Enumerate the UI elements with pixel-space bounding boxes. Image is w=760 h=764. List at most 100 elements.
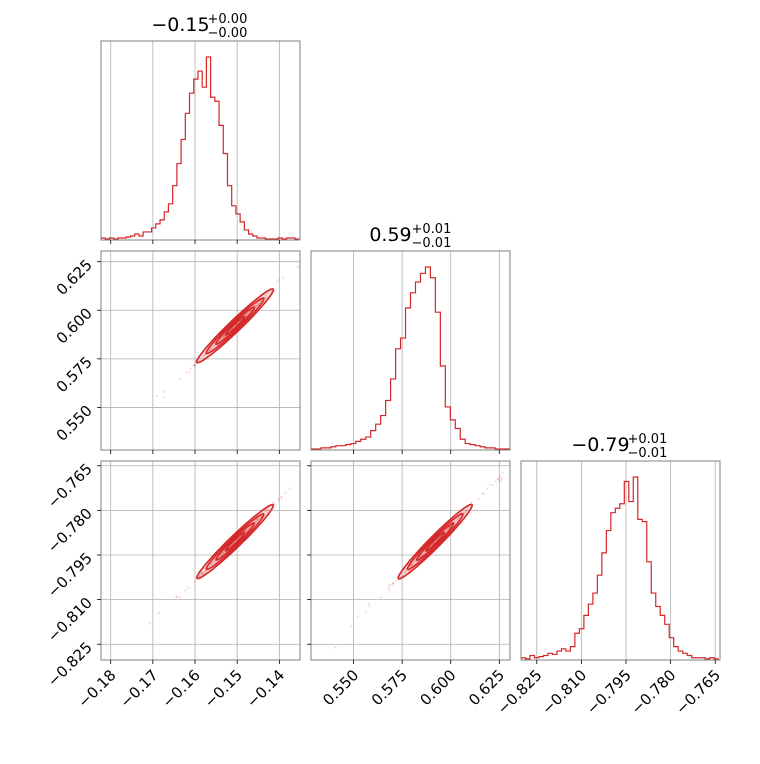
scatter-point <box>209 348 212 351</box>
x-tick-label: −0.15 <box>201 666 246 711</box>
scatter-point <box>244 530 247 533</box>
contour-level <box>406 512 464 571</box>
scatter-point <box>281 276 284 279</box>
scatter-point <box>395 579 398 582</box>
scatter-point <box>296 265 300 268</box>
hist-frame <box>310 250 511 451</box>
scatter-point <box>501 471 504 474</box>
hist-frame <box>100 40 301 241</box>
y-tick-label: 0.600 <box>53 304 96 347</box>
scatter-point <box>463 512 466 515</box>
scatter-point <box>496 477 499 481</box>
hist-panel-3: −0.79+0.01−0.01 <box>520 432 721 664</box>
hist-title-plus: +0.01 <box>628 432 668 447</box>
scatter-point <box>498 479 501 482</box>
hist-title-minus: −0.01 <box>628 446 668 461</box>
scatter-point <box>198 573 201 576</box>
contour-level <box>205 513 265 571</box>
scatter-point <box>481 492 484 495</box>
scatter-point <box>404 570 407 573</box>
scatter-point <box>203 572 206 575</box>
scatter-point <box>284 491 287 495</box>
scatter-point <box>280 495 283 498</box>
scatter-point <box>193 364 196 367</box>
scatter-point <box>392 581 395 585</box>
scatter-point <box>189 367 192 370</box>
y-tick-label: −0.810 <box>44 594 96 646</box>
x-tick-label: −0.810 <box>538 666 590 718</box>
scatter-point <box>162 390 165 393</box>
scatter-point <box>470 501 473 504</box>
scatter-point <box>482 493 485 496</box>
scatter-point <box>198 575 201 578</box>
x-tick-label: −0.17 <box>116 666 161 711</box>
y-tick-label: 0.575 <box>53 353 96 396</box>
y-tick-label: −0.765 <box>44 460 96 512</box>
contour-level <box>195 503 275 580</box>
x-tick-label: −0.16 <box>159 666 204 711</box>
scatter-point <box>259 515 262 518</box>
joint-panel-2-3 <box>307 460 511 664</box>
scatter-point <box>222 335 225 338</box>
hist-title-minus: −0.01 <box>412 236 452 251</box>
scatter-point <box>175 596 178 599</box>
contour-level <box>224 315 246 336</box>
scatter-point <box>486 487 489 490</box>
scatter-point <box>403 571 406 574</box>
scatter-point <box>303 475 305 477</box>
scatter-point <box>162 396 165 399</box>
contour-level <box>424 531 446 552</box>
scatter-point <box>448 526 451 529</box>
scatter-point <box>187 586 190 589</box>
scatter-point <box>334 646 337 649</box>
scatter-point <box>257 518 260 521</box>
scatter-point <box>307 466 309 468</box>
scatter-point <box>264 296 267 300</box>
contour-level <box>215 522 255 561</box>
scatter-point <box>208 349 211 352</box>
scatter-point <box>276 280 279 284</box>
scatter-point <box>200 572 203 575</box>
scatter-point <box>265 508 269 511</box>
x-tick-label: 0.550 <box>319 666 362 709</box>
scatter-point <box>212 560 216 563</box>
scatter-point <box>367 602 370 606</box>
scatter-point <box>157 612 161 615</box>
x-tick-label: −0.795 <box>583 666 635 718</box>
hist-title-plus: +0.00 <box>208 12 248 27</box>
hist-step-line <box>521 476 719 660</box>
hist-title-minus: −0.00 <box>208 26 248 41</box>
scatter-point <box>411 563 414 566</box>
hist-panel-2: 0.59 +0.01−0.01 <box>310 222 511 454</box>
scatter-point <box>265 296 268 299</box>
scatter-point <box>204 569 207 573</box>
scatter-point <box>155 395 158 398</box>
scatter-point <box>178 596 181 599</box>
contour-level <box>397 503 474 580</box>
scatter-point <box>494 480 497 483</box>
scatter-point <box>273 502 276 505</box>
scatter-point <box>488 483 492 486</box>
scatter-point <box>356 615 359 618</box>
x-tick-label: −0.780 <box>627 666 679 718</box>
scatter-point <box>175 595 178 598</box>
hist-title-plus: +0.01 <box>412 222 452 237</box>
contour-level <box>224 531 246 552</box>
scatter-point <box>193 365 196 368</box>
hist-frame <box>520 460 721 661</box>
scatter-point <box>200 572 203 575</box>
contour-level <box>205 297 265 355</box>
scatter-point <box>277 499 280 502</box>
scatter-point <box>477 497 480 501</box>
scatter-point <box>327 232 329 234</box>
scatter-point <box>193 581 196 584</box>
scatter-point <box>259 300 262 303</box>
scatter-point <box>246 312 249 315</box>
x-tick-label: −0.14 <box>243 666 288 711</box>
scatter-point <box>277 278 281 282</box>
scatter-point <box>276 497 280 500</box>
scatter-point <box>254 520 257 523</box>
scatter-point <box>390 583 393 586</box>
y-tick-label: −0.795 <box>44 549 96 601</box>
